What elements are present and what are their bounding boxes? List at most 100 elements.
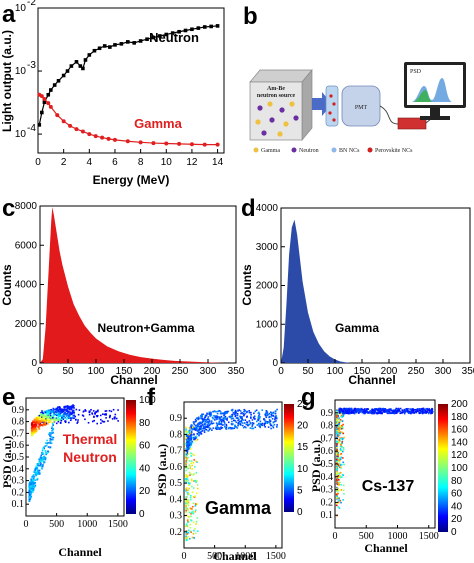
f-heat-cell (207, 430, 209, 432)
f-heat-cell (185, 432, 188, 435)
f-heat-cell (190, 430, 193, 433)
e-heat-cell (35, 424, 38, 426)
f-heat-cell (214, 415, 216, 417)
g-heat-cell (337, 474, 340, 477)
f-heat-cell (198, 429, 200, 431)
g-heat-cell (335, 445, 338, 448)
g-heat-cell (341, 442, 343, 444)
f-heat-cell (242, 424, 244, 427)
g-heat-cell (343, 411, 345, 414)
e-heat-cell (100, 422, 102, 425)
a-neutron-point (61, 73, 66, 78)
f-heat-cell (220, 426, 222, 428)
f-heat-cell (186, 533, 189, 535)
e-heat-cell (34, 421, 37, 424)
g-heat-cell (339, 499, 342, 502)
e-heat-cell (33, 432, 36, 434)
e-heat-cell (51, 436, 53, 438)
f-heat-cell (185, 480, 187, 483)
e-heat-cell (46, 419, 48, 421)
e-heat-cell (48, 409, 51, 412)
e-heat-cell (70, 407, 72, 410)
e-heat-cell (45, 444, 48, 447)
f-heat-cell (213, 410, 216, 412)
g-heat-cell (340, 410, 342, 413)
g-heat-cell (355, 411, 358, 414)
e-heat-cell (32, 475, 35, 477)
scintillator-film (325, 85, 339, 127)
f-heat-cell (234, 411, 237, 414)
legend-item-bn: BN NCs (339, 148, 360, 154)
f-heat-cell (185, 533, 187, 535)
a-neutron-point (164, 32, 169, 37)
c-y-tick-label: 4000 (15, 280, 38, 291)
g-heat-cell (431, 412, 433, 414)
e-heat-cell (28, 498, 31, 501)
f-heat-cell (252, 422, 255, 425)
g-heat-cell (335, 428, 338, 431)
e-heat-cell (47, 413, 49, 415)
e-heat-cell (41, 458, 44, 461)
e-heat-cell (47, 446, 50, 448)
e-heat-cell (66, 409, 68, 411)
e-heat-cell (31, 424, 34, 426)
e-heat-cell (97, 409, 99, 412)
panel-b: b Am-Be neutron source PMT PSD (243, 3, 466, 154)
a-gamma-point (93, 134, 98, 139)
f-heat-cell (188, 433, 191, 436)
a-series-line-1 (39, 94, 218, 146)
e-heat-cell (45, 418, 47, 420)
e-heat-cell (33, 482, 36, 485)
e-heat-cell (32, 483, 34, 486)
f-y-tick-label: 0.7 (170, 446, 183, 457)
f-heat-cell (195, 420, 197, 422)
e-heat-cell (55, 417, 58, 420)
a-neutron-point (87, 53, 92, 57)
f-heat-cell (225, 410, 227, 413)
e-heat-cell (49, 440, 52, 442)
e-x-tick-label: 500 (49, 519, 64, 530)
f-heat-cell (266, 420, 269, 423)
a-neutron-point (92, 48, 97, 53)
f-heat-cell (185, 465, 187, 467)
e-annotation-line2: Neutron (63, 449, 117, 465)
e-heat-cell (46, 439, 48, 442)
e-heat-cell (50, 435, 52, 437)
d-x-tick-label: 350 (462, 366, 474, 377)
e-heat-cell (64, 405, 67, 408)
f-heat-cell (233, 427, 236, 430)
e-heat-cell (45, 414, 48, 416)
g-heat-cell (431, 407, 433, 410)
e-heat-cell (57, 420, 60, 423)
e-heat-cell (47, 409, 50, 412)
g-heat-cell (375, 408, 377, 410)
f-heat-cell (189, 519, 192, 521)
f-heat-cell (204, 425, 207, 427)
g-heat-cell (416, 408, 419, 411)
g-heat-cell (349, 411, 352, 414)
e-heat-cell (43, 417, 46, 420)
panel-label-c: c (2, 195, 15, 222)
f-heat-cell (204, 427, 206, 429)
e-heat-cell (72, 404, 74, 406)
f-heat-cell (263, 424, 266, 427)
f-heat-cell (218, 418, 221, 420)
g-heat-cell (337, 428, 340, 430)
f-heat-cell (234, 425, 237, 428)
f-heat-cell (235, 412, 237, 415)
f-heat-cell (270, 413, 273, 416)
e-heat-cell (59, 411, 61, 414)
source-label-2: neutron source (257, 93, 296, 99)
e-heat-cell (32, 489, 34, 491)
f-heat-cell (220, 411, 222, 413)
f-heat-cell (275, 414, 277, 417)
f-heat-cell (251, 422, 254, 424)
e-heat-cell (114, 413, 117, 416)
e-heat-cell (41, 420, 43, 422)
f-y-tick-label: 0.3 (170, 511, 183, 522)
e-heat-cell (31, 429, 33, 431)
d-y-tick-label: 2000 (256, 281, 279, 292)
f-heat-cell (187, 442, 190, 445)
f-x-tick-label: 1500 (266, 551, 286, 562)
a-gamma-point (46, 101, 51, 106)
